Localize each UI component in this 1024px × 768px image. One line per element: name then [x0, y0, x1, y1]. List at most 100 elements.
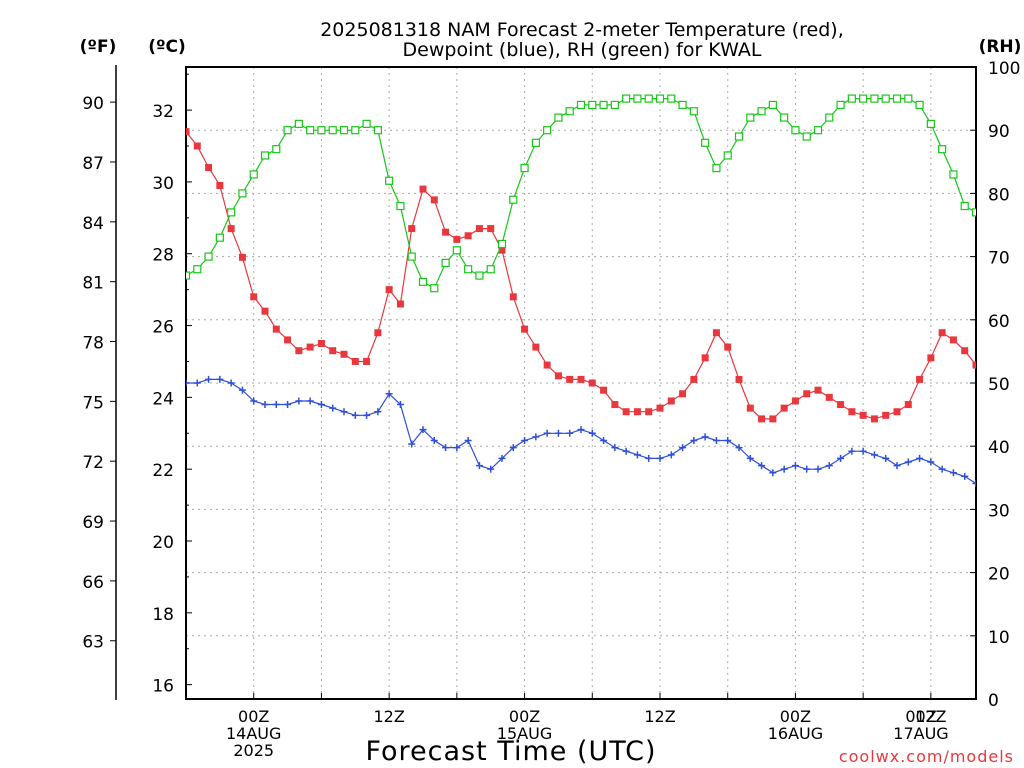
plot-frame: [185, 66, 977, 700]
data-point: [566, 375, 574, 383]
data-point: [227, 208, 236, 217]
data-point: [600, 386, 608, 394]
data-point: [723, 151, 732, 160]
data-point: [430, 196, 438, 204]
data-point: [882, 411, 890, 419]
data-point: [509, 195, 518, 204]
data-point: [949, 170, 958, 179]
data-point: [272, 401, 280, 409]
data-point: [283, 126, 292, 135]
data-point: [859, 411, 867, 419]
celsius-tick-label: 16: [152, 677, 174, 697]
data-point: [803, 465, 811, 473]
data-point: [588, 429, 596, 437]
data-point: [734, 132, 744, 141]
data-point: [848, 447, 856, 455]
data-point: [667, 94, 676, 103]
data-point: [995, 234, 1002, 241]
data-point: [802, 132, 811, 141]
data-point: [566, 429, 574, 437]
data-point: [690, 436, 698, 444]
data-point: [453, 235, 461, 243]
data-point: [306, 126, 315, 135]
data-point: [893, 462, 901, 470]
data-point: [186, 271, 191, 280]
data-point: [441, 258, 450, 268]
data-point: [599, 100, 608, 110]
data-point: [487, 225, 495, 233]
series-group: [186, 94, 1024, 501]
data-point: [825, 113, 834, 122]
data-point: [995, 494, 1002, 501]
data-point: [238, 386, 246, 394]
data-point: [667, 451, 675, 459]
data-point: [284, 336, 292, 344]
celsius-tick-label: 18: [152, 605, 174, 625]
data-point: [780, 465, 788, 473]
data-point: [656, 454, 664, 462]
data-point: [633, 408, 641, 416]
data-point: [803, 390, 811, 398]
data-point: [295, 397, 303, 405]
data-point: [408, 225, 416, 233]
data-point: [407, 252, 416, 261]
data-point: [622, 408, 630, 416]
data-point: [396, 300, 404, 308]
data-point: [374, 329, 382, 337]
data-point: [836, 100, 845, 110]
rh-tick-label: 100: [988, 59, 1020, 79]
data-point: [837, 401, 845, 409]
data-point: [769, 469, 777, 477]
data-point: [419, 185, 427, 193]
data-point: [712, 436, 720, 444]
rh-tick-label: 70: [988, 249, 1010, 269]
data-point: [543, 126, 552, 135]
data-point: [328, 126, 337, 135]
series-rh: [186, 94, 1024, 293]
data-point: [430, 436, 438, 444]
data-point: [938, 145, 947, 154]
data-point: [746, 454, 754, 462]
data-point: [317, 340, 325, 347]
x-tick-label: 14AUG: [226, 724, 281, 743]
data-point: [284, 401, 292, 409]
rh-tick-label: 50: [988, 375, 1010, 395]
data-point: [847, 94, 856, 103]
data-point: [1018, 259, 1024, 266]
data-point: [238, 253, 246, 261]
data-point: [927, 458, 935, 466]
data-point: [961, 347, 969, 355]
data-point: [227, 379, 235, 387]
data-point: [611, 444, 619, 452]
data-point: [543, 429, 551, 437]
data-point: [904, 458, 912, 466]
fahrenheit-tick-label: 78: [82, 334, 104, 354]
data-point: [655, 94, 665, 103]
x-tick-label: 12Z: [915, 707, 946, 726]
data-point: [611, 401, 619, 409]
data-point: [351, 357, 359, 365]
data-point: [915, 100, 924, 110]
rh-tick-label: 90: [988, 122, 1010, 142]
data-point: [701, 138, 710, 147]
x-tick-label: 00Z: [238, 707, 269, 726]
data-point: [735, 375, 743, 383]
fahrenheit-tick-label: 66: [82, 573, 104, 593]
celsius-tick-label: 32: [152, 102, 174, 122]
data-point: [193, 265, 202, 274]
fahrenheit-tick-label: 87: [82, 154, 104, 174]
data-point: [724, 436, 732, 444]
data-point: [960, 201, 969, 211]
data-point: [317, 401, 325, 409]
rh-tick-label: 60: [988, 312, 1010, 332]
data-point: [622, 94, 631, 103]
data-point: [678, 100, 687, 110]
data-point: [249, 170, 258, 179]
data-point: [600, 436, 608, 444]
data-point: [272, 325, 280, 333]
data-point: [679, 390, 687, 398]
data-point: [261, 401, 269, 409]
data-point: [837, 454, 845, 462]
data-point: [667, 397, 675, 405]
data-point: [204, 252, 213, 261]
